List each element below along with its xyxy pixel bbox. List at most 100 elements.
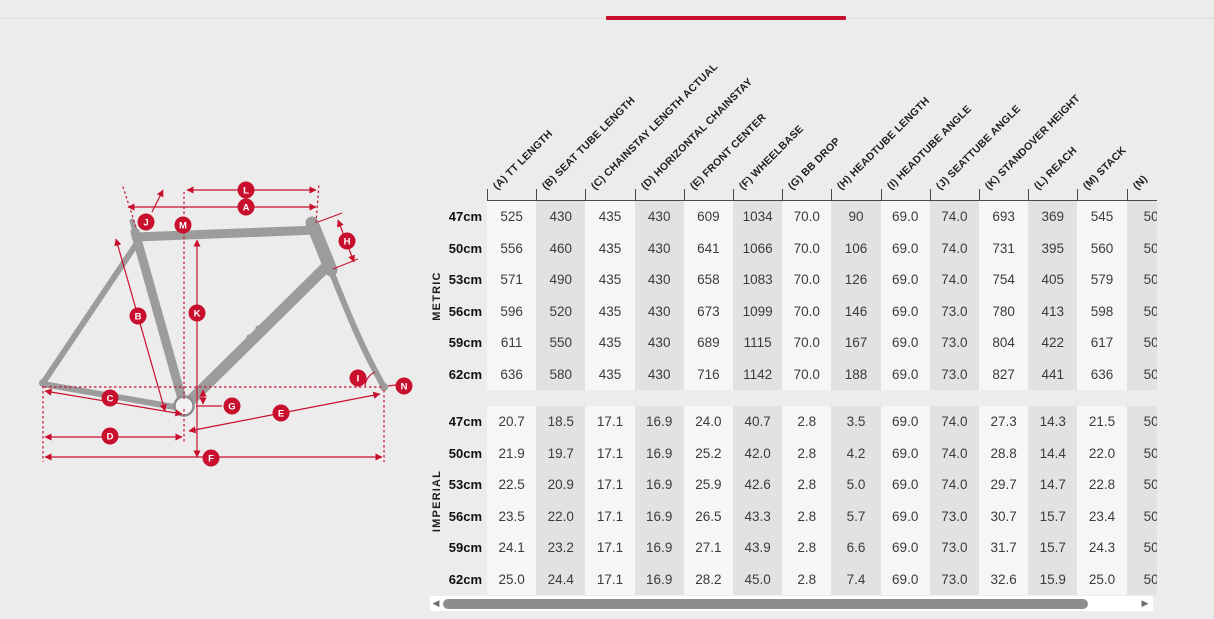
row-size-label: 47cm xyxy=(448,209,482,224)
geometry-cell: 74.0 xyxy=(941,477,968,492)
column-stripe xyxy=(536,406,586,595)
geometry-cell: 25.2 xyxy=(695,445,722,461)
diagram-label-text: D xyxy=(107,431,114,442)
row-size-label: 56cm xyxy=(448,508,482,524)
geometry-cell: 754 xyxy=(992,272,1015,287)
down-tube xyxy=(180,260,333,411)
geometry-cell: 25.0 xyxy=(498,571,525,587)
geometry-cell: 14.3 xyxy=(1039,414,1066,429)
geometry-cell: 611 xyxy=(500,335,523,350)
geometry-cell: 50 xyxy=(1143,414,1157,429)
scroll-right-arrow[interactable]: ▶ xyxy=(1141,598,1149,608)
geometry-cell: 90 xyxy=(848,209,864,224)
geometry-cell: 17.1 xyxy=(596,477,624,492)
geometry-cell: 2.8 xyxy=(797,414,817,429)
geometry-cell: 430 xyxy=(647,366,671,382)
scroll-left-arrow[interactable]: ◀ xyxy=(432,598,440,608)
geometry-cell: 413 xyxy=(1041,303,1065,319)
geometry-cell: 69.0 xyxy=(892,445,919,461)
geometry-cell: 804 xyxy=(992,335,1015,350)
geometry-cell: 636 xyxy=(500,366,523,382)
column-stripe xyxy=(979,201,1029,390)
geometry-cell: 69.0 xyxy=(892,366,919,382)
geometry-cell: 27.1 xyxy=(695,540,722,555)
geometry-cell: 4.2 xyxy=(846,445,866,461)
geometry-cell: 731 xyxy=(992,240,1015,256)
geometry-cell: 460 xyxy=(549,240,573,256)
geometry-cell: 146 xyxy=(844,303,868,319)
row-size-label: 59cm xyxy=(448,335,482,350)
geometry-cell: 24.1 xyxy=(498,540,525,555)
geometry-cell: 70.0 xyxy=(793,240,820,256)
header-tick xyxy=(487,189,488,201)
geometry-cell: 16.9 xyxy=(646,445,673,461)
row-size-label: 50cm xyxy=(448,445,482,461)
geometry-cell: 1066 xyxy=(742,240,773,256)
geometry-cell: 69.0 xyxy=(892,477,919,492)
geometry-cell: 545 xyxy=(1090,209,1114,224)
fork-rake-leader xyxy=(387,384,397,387)
geometry-cell: 422 xyxy=(1041,335,1065,350)
header-ruler xyxy=(487,200,1157,201)
diagram-label-M xyxy=(174,216,192,234)
diagram-label-F xyxy=(202,449,220,467)
geometry-cell: 18.5 xyxy=(547,414,574,429)
headtube-cap-top xyxy=(317,212,343,223)
scrollbar-thumb[interactable] xyxy=(443,598,1088,609)
geometry-cell: 435 xyxy=(598,335,622,350)
geometry-cell: 26.5 xyxy=(695,508,722,524)
header-tick xyxy=(929,189,931,201)
geometry-cell: 24.0 xyxy=(695,414,722,429)
column-stripe xyxy=(880,406,930,595)
header-tick xyxy=(831,189,833,201)
geometry-cell: 1034 xyxy=(742,209,773,224)
geometry-cell: 45.0 xyxy=(744,571,771,587)
diagram-label-text: L xyxy=(243,185,249,196)
geometry-cell: 1099 xyxy=(742,303,773,319)
geometry-cell: 69.0 xyxy=(892,414,919,429)
diagram-label-markers: LA J M H B K I N C G E D F xyxy=(101,181,413,467)
geometry-cell: 20.7 xyxy=(498,414,525,429)
column-stripe xyxy=(634,406,684,595)
geometry-cell: 69.0 xyxy=(892,571,919,587)
geometry-cell: 430 xyxy=(647,240,671,256)
geometry-cell: 126 xyxy=(844,272,868,287)
geometry-cell: 7.4 xyxy=(846,571,866,587)
geometry-cell: 69.0 xyxy=(892,540,919,555)
geometry-cell: 69.0 xyxy=(892,209,919,224)
column-stripe xyxy=(536,201,586,390)
geometry-cell: 827 xyxy=(992,366,1015,382)
geometry-cell: 50 xyxy=(1143,335,1157,350)
geometry-cell: 50 xyxy=(1143,209,1157,224)
horizontal-scrollbar[interactable]: ◀ ▶ xyxy=(430,596,1153,611)
geometry-cell: 31.7 xyxy=(990,540,1017,555)
geometry-cell: 1115 xyxy=(743,335,772,350)
geometry-cell: 16.9 xyxy=(646,540,673,555)
geometry-cell: 17.1 xyxy=(596,571,624,587)
row-size-label: 59cm xyxy=(448,540,482,555)
geometry-cell: 50 xyxy=(1143,508,1157,524)
column-stripe xyxy=(1028,201,1078,390)
geometry-cell: 550 xyxy=(549,335,573,350)
geometry-cell: 70.0 xyxy=(793,272,820,287)
geometry-cell: 42.0 xyxy=(744,445,771,461)
cable-boss xyxy=(246,334,252,340)
geometry-cell: 17.1 xyxy=(596,414,624,429)
geometry-cell: 369 xyxy=(1041,209,1065,224)
geometry-cell: 24.3 xyxy=(1088,540,1116,555)
geometry-cell: 73.0 xyxy=(941,303,968,319)
seat-tube-dimension xyxy=(114,238,167,412)
geometry-cell: 21.5 xyxy=(1088,414,1116,429)
geometry-cell: 70.0 xyxy=(793,335,820,350)
diagram-label-text: H xyxy=(344,236,351,247)
geometry-cell: 15.7 xyxy=(1039,508,1066,524)
geometry-cell: 69.0 xyxy=(892,240,919,256)
geometry-cell: 658 xyxy=(697,272,720,287)
diagram-label-text: J xyxy=(143,217,148,228)
geometry-cell: 74.0 xyxy=(941,445,968,461)
geometry-cell: 16.9 xyxy=(646,571,673,587)
column-stripe xyxy=(880,201,930,390)
geometry-cell: 69.0 xyxy=(892,272,919,287)
column-stripe xyxy=(487,201,537,390)
diagram-label-text: E xyxy=(278,408,284,419)
